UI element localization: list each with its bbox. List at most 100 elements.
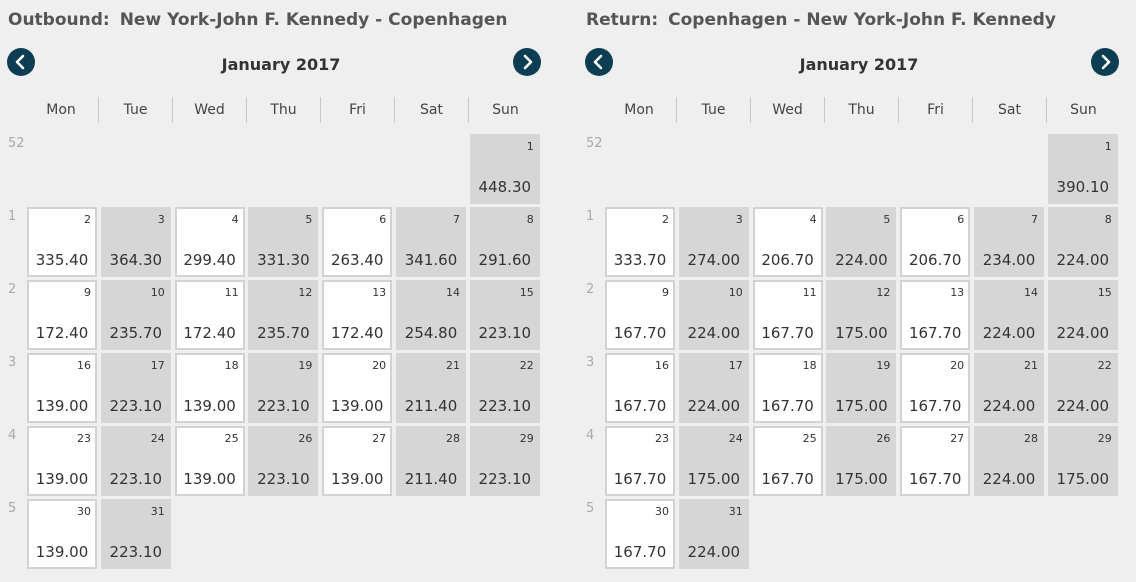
day-cell[interactable]: 20 139.00 [322, 353, 393, 423]
outbound-route: New York-John F. Kennedy - Copenhagen [119, 10, 508, 30]
day-cell[interactable]: 27 139.00 [322, 426, 393, 496]
day-cell[interactable]: 11 172.40 [174, 280, 245, 350]
day-cell[interactable]: 17 224.00 [678, 353, 749, 423]
day-cell[interactable]: 10 235.70 [100, 280, 171, 350]
day-cell[interactable]: 11 167.70 [752, 280, 823, 350]
return-prev-month-button[interactable] [585, 48, 613, 76]
day-price: 172.40 [35, 324, 89, 342]
day-cell[interactable]: 7 341.60 [396, 207, 466, 277]
day-number: 22 [1097, 359, 1112, 372]
day-cell[interactable]: 27 167.70 [900, 426, 971, 496]
day-cell[interactable]: 21 224.00 [974, 353, 1044, 423]
day-number: 20 [372, 359, 387, 372]
day-cell[interactable]: 2 335.40 [27, 207, 97, 277]
day-cell[interactable]: 17 223.10 [100, 353, 171, 423]
week-number: 1 [8, 209, 17, 224]
day-cell[interactable]: 25 139.00 [174, 426, 245, 496]
week-number: 1 [586, 209, 595, 224]
weekday-mon: Mon [624, 102, 654, 118]
day-cell[interactable]: 5 224.00 [826, 207, 897, 277]
day-price: 206.70 [908, 251, 962, 269]
weekday-sun: Sun [1046, 97, 1120, 123]
day-cell[interactable]: 8 291.60 [469, 207, 540, 277]
day-cell[interactable]: 6 206.70 [900, 207, 971, 277]
day-cell[interactable]: 26 175.00 [826, 426, 897, 496]
day-price: 139.00 [183, 397, 236, 415]
day-cell[interactable]: 22 224.00 [1047, 353, 1118, 423]
weekday-fri: Fri [320, 97, 394, 123]
day-cell[interactable]: 14 254.80 [396, 280, 466, 350]
day-cell[interactable]: 5 331.30 [248, 207, 319, 277]
day-cell[interactable]: 15 224.00 [1047, 280, 1118, 350]
day-cell[interactable]: 23 167.70 [605, 426, 675, 496]
day-number: 15 [519, 286, 534, 299]
day-number: 8 [526, 213, 534, 226]
day-cell[interactable]: 12 175.00 [826, 280, 897, 350]
week-number: 2 [586, 282, 595, 297]
day-cell[interactable]: 8 224.00 [1047, 207, 1118, 277]
weekday-sat: Sat [394, 97, 468, 123]
day-price: 299.40 [183, 251, 236, 269]
day-cell[interactable]: 20 167.70 [900, 353, 971, 423]
day-price: 139.00 [35, 470, 89, 488]
day-price: 333.70 [613, 251, 667, 269]
day-cell[interactable]: 9 167.70 [605, 280, 675, 350]
day-cell[interactable]: 13 172.40 [322, 280, 393, 350]
day-price: 223.10 [109, 543, 163, 561]
day-cell[interactable]: 16 167.70 [605, 353, 675, 423]
day-cell[interactable]: 29 223.10 [469, 426, 540, 496]
day-cell[interactable]: 22 223.10 [469, 353, 540, 423]
return-next-month-button[interactable] [1091, 48, 1119, 76]
day-number: 11 [802, 286, 817, 299]
day-number: 3 [735, 213, 743, 226]
day-cell[interactable]: 26 223.10 [248, 426, 319, 496]
day-cell[interactable]: 28 211.40 [396, 426, 466, 496]
day-cell[interactable]: 18 139.00 [174, 353, 245, 423]
day-cell[interactable]: 10 224.00 [678, 280, 749, 350]
day-cell[interactable]: 4 299.40 [174, 207, 245, 277]
day-cell[interactable]: 21 211.40 [396, 353, 466, 423]
day-cell[interactable]: 23 139.00 [27, 426, 97, 496]
weekday-thu: Thu [246, 97, 320, 123]
day-number: 25 [224, 432, 239, 445]
day-number: 26 [876, 432, 891, 445]
day-cell[interactable]: 1 390.10 [1047, 134, 1118, 204]
day-cell[interactable]: 25 167.70 [752, 426, 823, 496]
day-cell[interactable]: 12 235.70 [248, 280, 319, 350]
return-month-label: January 2017 [799, 55, 919, 74]
day-cell[interactable]: 9 172.40 [27, 280, 97, 350]
day-cell[interactable]: 18 167.70 [752, 353, 823, 423]
day-cell[interactable]: 3 274.00 [678, 207, 749, 277]
outbound-next-month-button[interactable] [513, 48, 541, 76]
day-cell[interactable]: 30 167.70 [605, 499, 675, 569]
day-cell[interactable]: 19 175.00 [826, 353, 897, 423]
day-cell[interactable]: 4 206.70 [752, 207, 823, 277]
day-cell[interactable]: 29 175.00 [1047, 426, 1118, 496]
day-cell[interactable]: 7 234.00 [974, 207, 1044, 277]
day-cell[interactable]: 15 223.10 [469, 280, 540, 350]
day-cell[interactable]: 14 224.00 [974, 280, 1044, 350]
day-cell[interactable]: 3 364.30 [100, 207, 171, 277]
weekday-wed: Wed [750, 97, 824, 123]
day-cell[interactable]: 30 139.00 [27, 499, 97, 569]
weekday-wed: Wed [172, 97, 246, 123]
day-number: 1 [1104, 140, 1112, 153]
day-cell[interactable]: 31 223.10 [100, 499, 171, 569]
day-number: 13 [372, 286, 387, 299]
day-cell[interactable]: 24 175.00 [678, 426, 749, 496]
day-cell[interactable]: 24 223.10 [100, 426, 171, 496]
day-number: 23 [655, 432, 669, 445]
outbound-prev-month-button[interactable] [7, 48, 35, 76]
day-price: 167.70 [908, 324, 962, 342]
day-cell[interactable]: 13 167.70 [900, 280, 971, 350]
day-price: 224.00 [835, 251, 888, 269]
day-cell[interactable]: 1 448.30 [469, 134, 540, 204]
day-number: 6 [379, 213, 387, 226]
day-cell[interactable]: 28 224.00 [974, 426, 1044, 496]
day-cell[interactable]: 6 263.40 [322, 207, 393, 277]
day-cell[interactable]: 16 139.00 [27, 353, 97, 423]
day-cell[interactable]: 31 224.00 [678, 499, 749, 569]
day-price: 167.70 [761, 324, 814, 342]
day-cell[interactable]: 2 333.70 [605, 207, 675, 277]
day-cell[interactable]: 19 223.10 [248, 353, 319, 423]
